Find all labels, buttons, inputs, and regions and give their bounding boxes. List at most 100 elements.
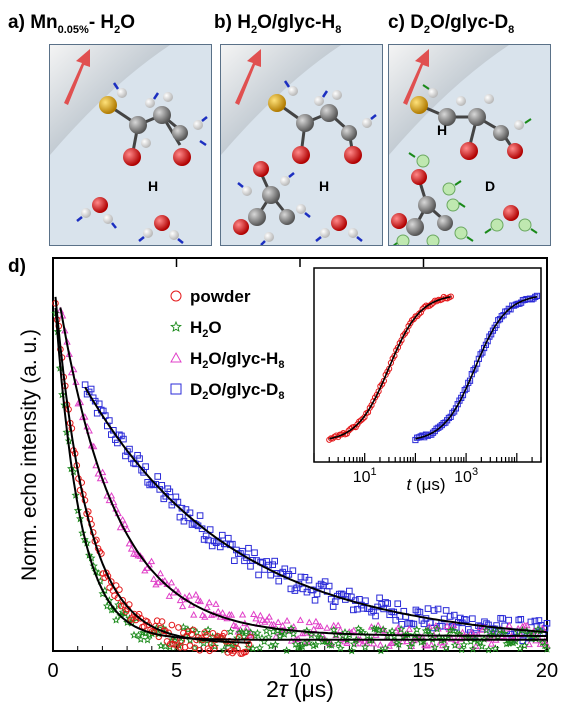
data-point [361, 642, 370, 651]
data-point [116, 523, 125, 531]
data-point [421, 626, 430, 635]
data-point [379, 381, 386, 388]
data-point [145, 621, 153, 629]
data-point [467, 628, 476, 636]
data-point [104, 572, 112, 580]
data-point [297, 573, 305, 581]
molecule-panel-a: H [49, 44, 212, 246]
data-point [359, 415, 366, 422]
data-point [165, 592, 173, 599]
data-point [234, 645, 241, 653]
legend-marker-h2o [170, 320, 182, 332]
data-point [136, 455, 143, 462]
data-point [384, 600, 391, 607]
data-point [156, 569, 165, 577]
data-point [191, 644, 199, 652]
data-point [174, 498, 182, 506]
molecule-panel-b: H [220, 44, 383, 246]
data-point [527, 618, 535, 626]
x-tick-label: 5 [171, 660, 182, 682]
data-point [326, 436, 333, 443]
data-point [118, 515, 127, 523]
data-point [107, 491, 116, 499]
data-point [334, 639, 343, 648]
data-point [372, 612, 379, 620]
data-point [153, 617, 161, 625]
data-point [239, 650, 246, 657]
data-point [138, 555, 147, 562]
data-point [499, 615, 506, 622]
atom-label-h: H [319, 178, 329, 194]
data-point [401, 630, 410, 639]
data-point [275, 577, 283, 585]
data-point [403, 637, 411, 645]
data-point [505, 616, 512, 624]
legend-marker-h2o_glyc [170, 351, 182, 363]
data-point [204, 645, 212, 653]
fit-line-h2o_glyc [59, 307, 547, 637]
data-point [251, 549, 258, 557]
data-point [287, 585, 295, 593]
x-tick-label: 20 [536, 660, 558, 682]
data-point [134, 451, 141, 459]
magnetic-field-arrow [235, 49, 261, 105]
oxygen-atom [503, 205, 519, 221]
data-point [430, 642, 439, 651]
data-point [212, 539, 220, 546]
data-point [95, 400, 103, 408]
data-point [518, 622, 527, 630]
data-point [505, 305, 512, 312]
oxygen-atom [173, 148, 191, 166]
data-point [339, 591, 347, 599]
data-point [281, 565, 289, 573]
hydrogen-atom [314, 96, 324, 106]
inset-x-tick-label: 101 [353, 466, 377, 486]
data-point [166, 488, 174, 496]
data-point [488, 627, 498, 636]
data-point [229, 649, 236, 657]
data-point [491, 644, 500, 653]
data-point [267, 571, 274, 579]
data-point [176, 513, 184, 521]
data-point [346, 587, 353, 595]
data-point [394, 600, 402, 608]
carbon-atom [320, 104, 338, 122]
y-axis-label: Norm. echo intensity (a. u.) [18, 329, 41, 581]
legend-label-h2o: H2O [190, 318, 222, 340]
oxygen-atom [460, 142, 478, 160]
data-point [247, 629, 256, 637]
x-tick-label: 0 [47, 660, 58, 682]
data-point [255, 571, 262, 579]
data-point [316, 622, 325, 630]
data-point [429, 429, 437, 436]
oxygen-atom [411, 169, 427, 185]
data-point [382, 599, 389, 606]
data-point [298, 629, 307, 637]
data-point [263, 616, 271, 623]
hydrogen-atom [484, 94, 494, 104]
data-point [441, 643, 451, 652]
data-point [329, 603, 337, 610]
data-point [442, 607, 450, 614]
data-point [520, 641, 529, 650]
data-point [247, 563, 254, 570]
data-point [218, 531, 226, 539]
data-point [116, 586, 123, 593]
data-point [266, 641, 276, 650]
data-point [136, 552, 145, 559]
oxygen-atom [253, 161, 269, 177]
data-point [136, 634, 145, 643]
carbon-atom [129, 116, 147, 134]
data-point [263, 558, 270, 565]
data-point [443, 622, 451, 629]
data-point [536, 640, 544, 647]
data-point [232, 622, 240, 630]
data-point [533, 292, 541, 299]
hydrogen-atom [320, 228, 330, 238]
data-point [410, 630, 419, 639]
data-point [207, 611, 216, 618]
carbon-atom [248, 208, 266, 226]
data-point [202, 532, 210, 540]
carbon-atom [437, 215, 453, 231]
